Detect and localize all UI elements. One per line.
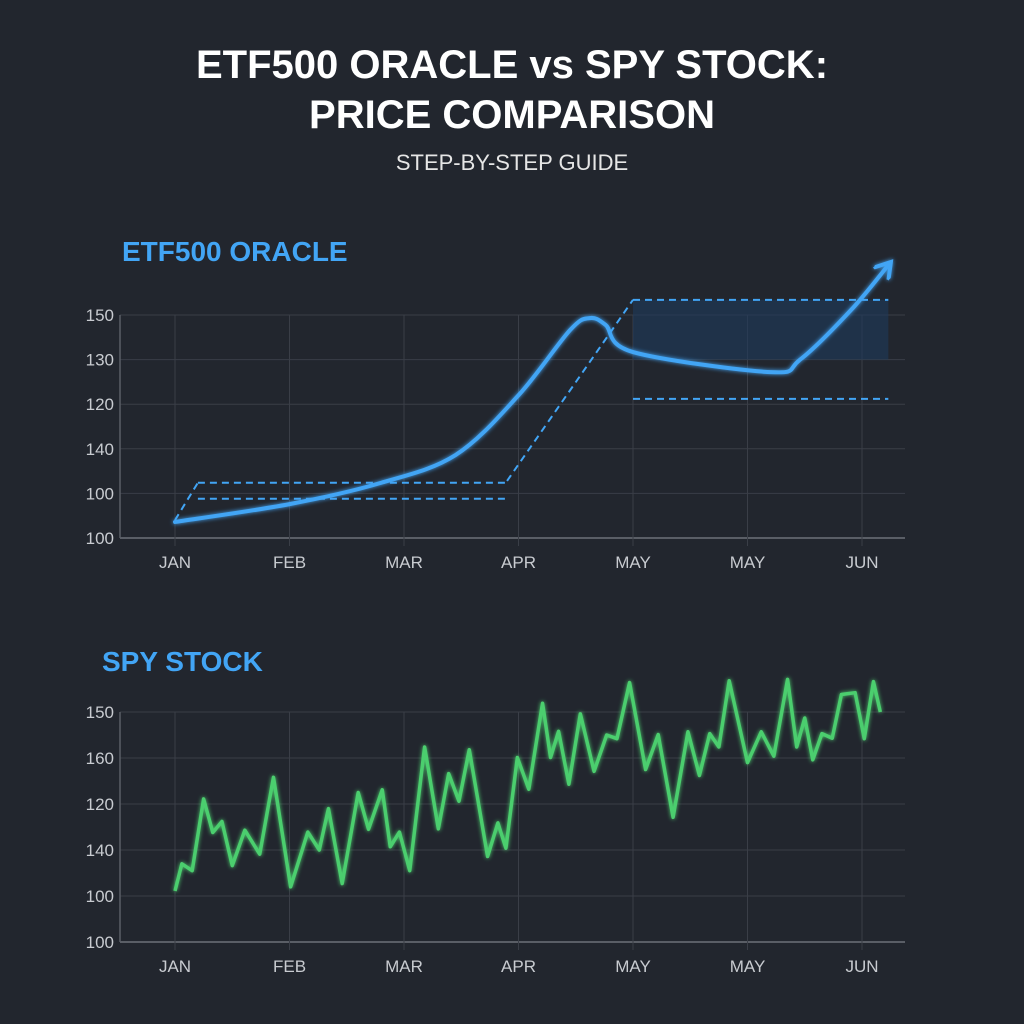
y-tick-label: 120 [86,395,114,414]
rise-diagonal-dashed [506,299,634,482]
page-title: ETF500 ORACLE vs SPY STOCK: PRICE COMPAR… [0,40,1024,140]
x-tick-label: APR [501,553,536,572]
x-tick-label: JUN [845,957,878,976]
y-tick-label: 130 [86,351,114,370]
y-tick-label: 140 [86,440,114,459]
spy-price-line [173,677,883,892]
x-tick-label: MAY [730,957,766,976]
title-line-2: PRICE COMPARISON [309,93,715,137]
lower-band-diagonal [174,482,199,521]
x-tick-label: FEB [273,957,306,976]
y-tick-label: 150 [86,306,114,325]
x-tick-label: JUN [845,553,878,572]
shaded-band [633,299,889,360]
y-tick-label: 100 [86,933,114,952]
y-tick-label: 100 [86,484,114,503]
y-tick-label: 100 [86,887,114,906]
title-line-1: ETF500 ORACLE vs SPY STOCK: [195,43,829,87]
x-tick-label: JAN [159,553,191,572]
etf-price-line [173,265,888,524]
y-tick-label: 140 [86,841,114,860]
y-tick-label: 120 [86,795,114,814]
x-tick-label: FEB [273,553,306,572]
x-tick-label: MAY [615,957,651,976]
x-tick-label: JAN [159,957,191,976]
y-tick-label: 150 [86,703,114,722]
x-tick-label: MAY [730,553,766,572]
x-tick-label: MAR [385,553,423,572]
spy-chart-title: SPY STOCK [102,646,263,677]
y-tick-label: 160 [86,749,114,768]
page-subtitle: STEP-BY-STEP GUIDE [395,150,629,175]
etf-chart-title: ETF500 ORACLE [122,236,348,267]
x-tick-label: MAY [615,553,651,572]
x-tick-label: APR [501,957,536,976]
y-tick-label: 100 [86,529,114,548]
x-tick-label: MAR [385,957,423,976]
